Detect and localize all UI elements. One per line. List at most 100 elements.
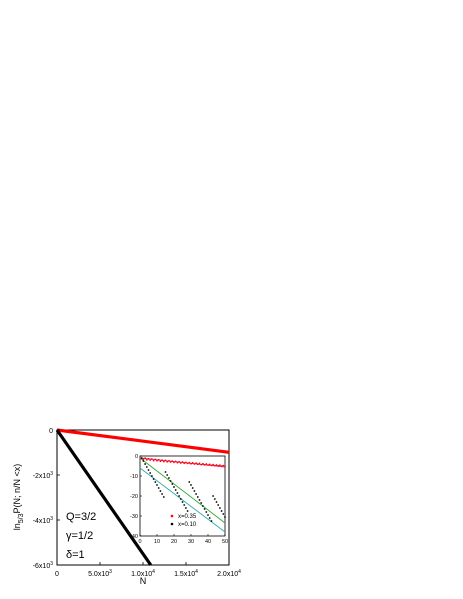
legend-marker-red [170, 514, 174, 518]
inset-point-black [207, 514, 209, 516]
inset-point-red [205, 463, 208, 465]
inset-point-black [156, 484, 158, 486]
inset-point-red [207, 464, 209, 466]
param-q: Q=3/2 [66, 511, 96, 523]
inset-point-red [152, 459, 155, 462]
inset-point-red [154, 458, 157, 461]
inset-point-red [162, 460, 165, 463]
inset-point-black [164, 471, 167, 473]
inset-point-red [188, 461, 191, 464]
inset-point-red [208, 463, 211, 466]
inset-point-black [176, 492, 179, 494]
inset-point-red [179, 462, 182, 464]
inset-point-black [224, 516, 226, 518]
inset-point-red [166, 460, 169, 463]
inset-y-tick-label: -30 [130, 514, 138, 520]
inset-point-black [183, 504, 186, 506]
inset-point-black [219, 507, 221, 509]
inset-point-red [159, 460, 162, 463]
main-chart: 0 5.0x103 1.0x104 1.5x104 2.0x104 0 -2x103 -4x… [12, 428, 241, 586]
inset-points [140, 457, 226, 522]
inset-point-black [179, 498, 182, 500]
legend-marker-black [170, 522, 174, 526]
inset-point-black [186, 510, 189, 512]
inset-point-red [183, 462, 186, 465]
main-series-0 [56, 428, 230, 454]
inset-point-black [185, 507, 187, 509]
inset-point-black [217, 504, 220, 506]
inset-point-red [224, 465, 226, 468]
inset-point-red [151, 458, 153, 460]
inset-point-black [154, 481, 157, 483]
inset-y-tick-label: 0 [135, 454, 138, 460]
inset-point-red [220, 465, 223, 468]
inset-point-red [142, 458, 145, 461]
legend-label-black: x=0.10 [178, 522, 197, 528]
inset-point-black [222, 513, 225, 515]
inset-point-black [205, 511, 208, 513]
param-gamma: γ=1/2 [66, 530, 93, 542]
inset-point-black [178, 495, 181, 497]
inset-point-red [168, 459, 170, 462]
inset-point-red [215, 464, 218, 466]
inset-point-red [171, 460, 174, 463]
inset-point-red [191, 461, 194, 464]
inset-point-black [147, 469, 150, 471]
inset-point-red [196, 463, 199, 466]
inset-y-ticks: 0 -10 -20 -30 -40 [130, 454, 142, 540]
inset-point-red [219, 464, 221, 467]
inset-point-red [157, 458, 160, 461]
inset-point-black [190, 484, 192, 486]
inset-point-black [145, 466, 148, 468]
inset-point-red [164, 459, 167, 462]
x-tick-label: 0 [55, 571, 59, 578]
inset-point-black [162, 496, 165, 498]
inset-x-tick-label: 50 [222, 539, 228, 545]
inset-point-black [220, 510, 223, 512]
inset-point-black [215, 501, 218, 503]
inset-chart: 0 10 20 30 40 50 0 -10 -20 -30 -40 x=0.35 x=0.10 [130, 454, 228, 545]
inset-fit-1 [139, 457, 226, 524]
x-axis-label: N [140, 576, 147, 586]
inset-y-tick-label: -40 [130, 534, 138, 540]
x-tick-label: 5.0x103 [88, 569, 112, 578]
x-tick-label: 1.0x104 [131, 569, 155, 578]
inset-point-red [217, 464, 220, 467]
inset-point-black [212, 495, 215, 497]
inset-point-black [169, 480, 172, 482]
x-tick-label: 2.0x104 [217, 569, 241, 578]
inset-point-red [190, 462, 192, 465]
inset-point-red [212, 463, 215, 466]
inset-point-black [142, 460, 145, 462]
inset-point-red [186, 462, 189, 465]
inset-point-black [152, 478, 155, 480]
inset-legend: x=0.35 x=0.10 [170, 514, 197, 528]
y-tick-label: -2x103 [33, 471, 54, 480]
inset-point-red [144, 457, 147, 460]
main-x-ticks: 0 5.0x103 1.0x104 1.5x104 2.0x104 [55, 562, 241, 578]
inset-point-black [181, 501, 184, 503]
inset-x-ticks: 0 10 20 30 40 50 [138, 534, 228, 545]
inset-point-red [210, 464, 213, 467]
inset-point-red [156, 459, 158, 462]
inset-point-red [174, 460, 177, 463]
inset-point-black [200, 502, 203, 504]
x-tick-label: 1.5x104 [174, 569, 198, 578]
inset-point-black [213, 498, 216, 500]
inset-y-tick-label: -10 [130, 474, 138, 480]
inset-x-tick-label: 10 [154, 539, 160, 545]
param-delta: δ=1 [66, 549, 85, 561]
inset-point-black [202, 505, 204, 507]
main-series-1 [55, 429, 153, 566]
inset-point-red [202, 462, 204, 465]
y-tick-label: -6x103 [33, 561, 54, 570]
main-series-group [55, 428, 230, 566]
inset-point-black [171, 483, 174, 485]
main-y-ticks: 0 -2x103 -4x103 -6x103 [33, 428, 60, 570]
inset-y-tick-label: -20 [130, 494, 138, 500]
inset-point-red [195, 462, 198, 465]
inset-point-black [188, 481, 191, 483]
inset-point-red [161, 459, 164, 462]
inset-point-red [169, 461, 172, 463]
inset-point-black [173, 486, 175, 488]
